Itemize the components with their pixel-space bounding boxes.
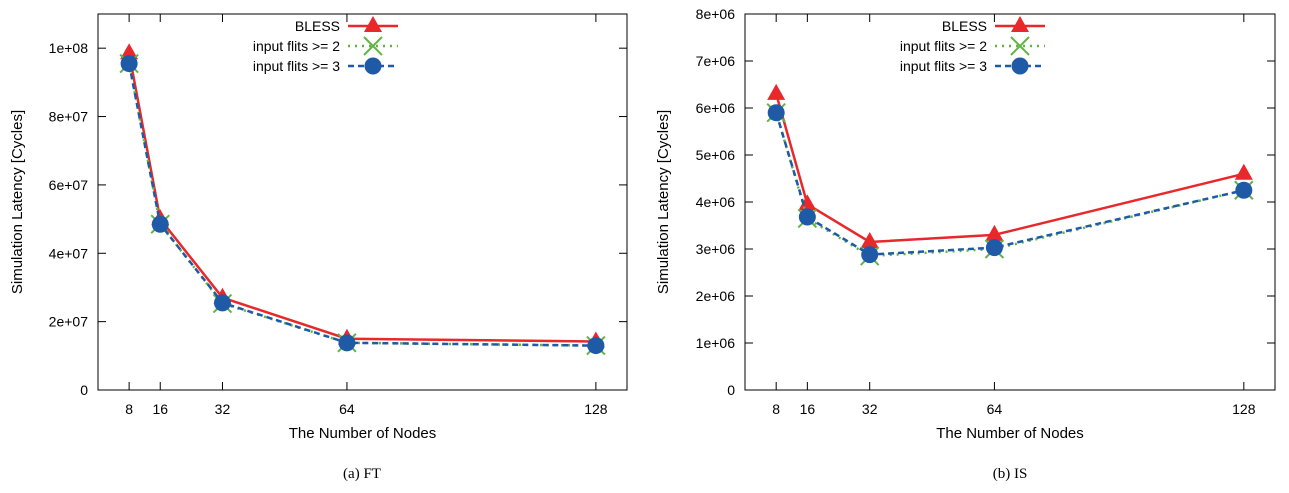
data-point	[338, 334, 356, 352]
series-1	[767, 83, 1253, 248]
y-tick-label: 6e+06	[696, 100, 736, 116]
y-tick-label: 0	[80, 382, 88, 398]
y-tick-label: 2e+07	[49, 314, 89, 330]
y-axis-label: Simulation Latency [Cycles]	[655, 110, 672, 294]
data-point	[798, 208, 816, 226]
chart-b: 0 1e+06 2e+06 3e+06 4e+06 5e+06 6e+06 7e+06 8e+0…	[655, 6, 1276, 482]
series-3	[120, 55, 605, 355]
y-tick-label: 0	[727, 382, 735, 398]
data-point	[861, 246, 879, 264]
series-line	[127, 63, 596, 347]
legend-marker	[1010, 36, 1030, 56]
chart-caption: (b) IS	[993, 466, 1028, 482]
series-line	[775, 112, 1245, 256]
x-tick-label: 128	[584, 401, 608, 417]
legend-label: input flits >= 3	[900, 58, 987, 74]
y-tick-label: 1e+06	[696, 335, 736, 351]
legend-marker	[363, 36, 383, 56]
legend-item: input flits >= 2	[253, 36, 398, 56]
x-tick-label: 64	[339, 401, 355, 417]
y-tick-label: 2e+06	[696, 288, 736, 304]
legend-marker	[1011, 57, 1029, 75]
x-tick-label: 128	[1232, 401, 1256, 417]
x-axis-label: The Number of Nodes	[289, 425, 437, 442]
x-tick-label: 32	[215, 401, 231, 417]
data-point	[1235, 181, 1253, 199]
x-tick-label: 16	[152, 401, 168, 417]
x-tick-label: 8	[125, 401, 133, 417]
x-tick-label: 64	[987, 401, 1003, 417]
legend-item: input flits >= 3	[900, 57, 1045, 75]
series-line	[127, 63, 596, 347]
legend-item: BLESS	[295, 16, 398, 34]
y-tick-label: 8e+06	[696, 6, 736, 22]
legend-marker	[364, 57, 382, 75]
series-2	[766, 102, 1254, 266]
chart-caption: (a) FT	[343, 466, 381, 482]
y-tick-label: 4e+06	[696, 194, 736, 210]
data-point	[120, 55, 138, 73]
data-point	[1234, 163, 1253, 180]
series-line	[127, 53, 596, 343]
data-point	[151, 215, 169, 233]
legend-item: input flits >= 2	[900, 36, 1045, 56]
legend-marker	[364, 16, 382, 32]
legend-label: input flits >= 2	[253, 38, 340, 54]
series-3	[767, 104, 1253, 264]
y-tick-label: 7e+06	[696, 53, 736, 69]
y-tick-label: 6e+07	[49, 177, 89, 193]
x-tick-label: 8	[772, 401, 780, 417]
y-axis-label: Simulation Latency [Cycles]	[9, 110, 26, 294]
plot-frame	[97, 13, 628, 391]
y-tick-label: 4e+07	[49, 245, 89, 261]
data-point	[860, 231, 879, 248]
legend-label: input flits >= 3	[253, 58, 340, 74]
legend: BLESS input flits >= 2 input flits >= 3	[253, 16, 398, 75]
legend-label: input flits >= 2	[900, 38, 987, 54]
y-tick-label: 8e+07	[49, 109, 89, 125]
series-1	[120, 43, 605, 348]
x-axis-label: The Number of Nodes	[936, 425, 1084, 442]
data-point	[767, 104, 785, 122]
data-point	[985, 224, 1004, 241]
series-2	[119, 53, 606, 356]
data-point	[587, 337, 605, 355]
x-tick-label: 32	[862, 401, 878, 417]
chart-a: 0 2e+07 4e+07 6e+07 8e+07 1e+08 8 16 32 64 128 The …	[9, 13, 628, 482]
legend-label: BLESS	[295, 18, 340, 34]
data-point	[798, 194, 817, 211]
data-point	[213, 294, 231, 312]
legend: BLESS input flits >= 2 input flits >= 3	[900, 16, 1045, 75]
y-tick-label: 3e+06	[696, 241, 736, 257]
legend-item: input flits >= 3	[253, 57, 398, 75]
y-tick-label: 5e+06	[696, 147, 736, 163]
legend-marker	[1011, 16, 1029, 32]
series-line	[774, 93, 1245, 244]
data-point	[767, 83, 786, 100]
series-line	[775, 112, 1245, 258]
data-point	[985, 239, 1003, 257]
legend-label: BLESS	[942, 18, 987, 34]
x-tick-label: 16	[800, 401, 816, 417]
y-tick-label: 1e+08	[49, 40, 89, 56]
legend-item: BLESS	[942, 16, 1045, 34]
data-point	[120, 43, 139, 60]
